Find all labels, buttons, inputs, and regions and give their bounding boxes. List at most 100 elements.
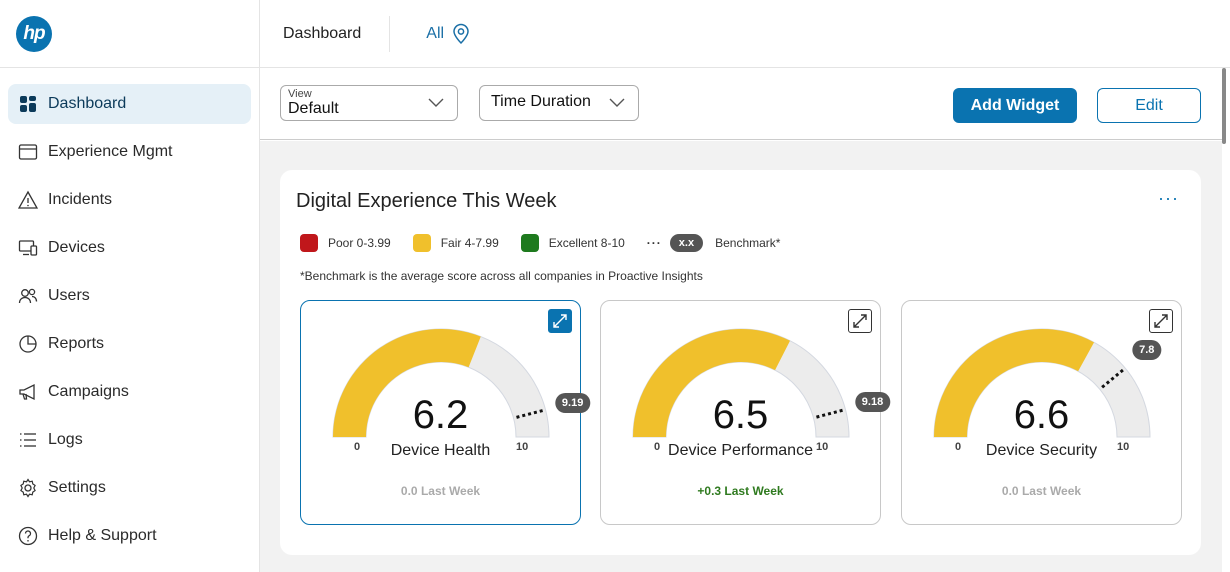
location-filter[interactable]: All [426, 23, 470, 45]
last-week-change: 0.0 Last Week [400, 484, 481, 498]
gauge-name: Device Health [390, 442, 491, 459]
sidebar-item-logs[interactable]: Logs [8, 420, 251, 460]
scrollbar[interactable] [1222, 68, 1226, 144]
divider [389, 15, 391, 52]
benchmark-badge-sample: x.x [669, 234, 704, 252]
view-value: Default [288, 100, 339, 117]
gauge-value-arc [633, 329, 791, 437]
widget-title: Digital Experience This Week [296, 190, 557, 212]
view-label: View [288, 88, 312, 100]
time-duration-label: Time Duration [491, 93, 591, 110]
location-label: All [426, 24, 445, 42]
benchmark-legend-label: Benchmark* [715, 236, 781, 250]
expand-icon [853, 314, 867, 328]
benchmark-marker [816, 408, 843, 419]
sidebar-item-incidents[interactable]: Incidents [8, 180, 251, 220]
sidebar-nav: Dashboard Experience Mgmt Incidents Devices… [0, 68, 259, 556]
gauge-max-label: 10 [816, 441, 829, 453]
sidebar-item-campaigns[interactable]: Campaigns [8, 372, 251, 412]
gauge-min-label: 0 [955, 441, 962, 453]
digital-experience-widget: Digital Experience This Week ··· Poor 0-… [280, 170, 1201, 555]
benchmark-badge: 9.19 [554, 392, 591, 413]
gauge-tile-device-security[interactable]: 7.8 6.6 Device Security 0 10 0.0 Last We… [901, 300, 1182, 525]
gauge-max-label: 10 [1117, 441, 1130, 453]
chevron-down-icon [609, 98, 625, 107]
benchmark-marker [516, 409, 543, 419]
gauge-name: Device Performance [668, 442, 813, 459]
dashboard-icon [20, 96, 36, 112]
page-title: Dashboard [283, 24, 362, 42]
sidebar-item-label: Devices [48, 239, 105, 256]
sidebar-item-devices[interactable]: Devices [8, 228, 251, 268]
sidebar-item-label: Reports [48, 335, 105, 352]
hp-logo[interactable]: hp [16, 16, 52, 52]
sidebar-item-label: Campaigns [48, 383, 129, 400]
benchmark-note: *Benchmark is the average score across a… [300, 269, 703, 283]
warning-icon [18, 190, 38, 209]
sidebar-item-users[interactable]: Users [8, 276, 251, 316]
sidebar-item-experience-mgmt[interactable]: Experience Mgmt [8, 132, 251, 172]
legend-swatch [300, 234, 318, 252]
expand-icon [553, 314, 567, 328]
legend: Poor 0-3.99 Fair 4-7.99 Excellent 8-10 ··· x… [300, 234, 780, 252]
expand-button[interactable] [548, 309, 572, 333]
legend-label: Fair 4-7.99 [440, 236, 499, 250]
legend-label: Excellent 8-10 [548, 236, 625, 250]
view-select[interactable]: View Default [280, 85, 458, 121]
sidebar-item-label: Settings [48, 479, 106, 496]
more-options-button[interactable]: ··· [1158, 188, 1179, 208]
benchmark-marker [1101, 368, 1124, 389]
sidebar-item-label: Users [48, 287, 90, 304]
gauge-chart [632, 328, 850, 438]
benchmark-badge: 9.18 [854, 392, 891, 413]
sidebar-item-help-support[interactable]: Help & Support [8, 516, 251, 556]
sidebar: hp Dashboard Experience Mgmt Incidents Devi… [0, 0, 260, 572]
legend-item: Poor 0-3.99 [300, 234, 391, 252]
edit-button[interactable]: Edit [1097, 88, 1201, 123]
megaphone-icon [19, 383, 35, 401]
expand-button[interactable] [1149, 309, 1173, 333]
gear-icon [20, 478, 36, 498]
gauge-chart [933, 328, 1151, 438]
legend-label: Poor 0-3.99 [328, 236, 391, 250]
location-pin-icon [453, 23, 469, 44]
sidebar-item-label: Logs [48, 431, 83, 448]
legend-swatch [520, 234, 539, 252]
expand-button[interactable] [848, 309, 872, 333]
last-week-change: +0.3 Last Week [697, 484, 784, 498]
last-week-change: 0.0 Last Week [1001, 484, 1082, 498]
pie-chart-icon [19, 335, 37, 353]
gauge-value: 6.6 [1013, 393, 1070, 437]
benchmark-dots-icon: ··· [646, 236, 662, 250]
gauge-min-label: 0 [654, 441, 661, 453]
gauge-tile-device-performance[interactable]: 9.18 6.5 Device Performance 0 10 +0.3 La… [600, 300, 891, 525]
expand-icon [1154, 314, 1168, 328]
chevron-down-icon [428, 98, 444, 107]
gauge-chart [332, 328, 550, 438]
gauge-value: 6.5 [712, 393, 769, 437]
sidebar-item-label: Incidents [48, 191, 113, 208]
gauge-max-label: 10 [516, 441, 529, 453]
legend-item: Excellent 8-10 [520, 234, 625, 252]
dashboard-content: Digital Experience This Week ··· Poor 0-… [260, 141, 1222, 572]
sidebar-item-settings[interactable]: Settings [8, 468, 251, 508]
gauge-value-arc [934, 329, 1095, 437]
sidebar-item-dashboard[interactable]: Dashboard [8, 84, 251, 124]
window-icon [18, 144, 38, 160]
add-widget-button[interactable]: Add Widget [953, 88, 1077, 123]
legend-item: Fair 4-7.99 [412, 234, 499, 252]
devices-icon [18, 240, 38, 256]
legend-swatch [412, 234, 431, 252]
gauge-min-label: 0 [354, 441, 361, 453]
list-icon [20, 433, 36, 447]
gauge-tile-device-health[interactable]: 9.19 6.2 Device Health 0 10 0.0 Last Wee… [300, 300, 591, 525]
gauge-name: Device Security [985, 442, 1098, 459]
sidebar-item-reports[interactable]: Reports [8, 324, 251, 364]
gauge-value-arc [333, 329, 481, 437]
sidebar-item-label: Help & Support [48, 527, 157, 544]
benchmark-badge: 7.8 [1132, 340, 1162, 361]
gauge-value: 6.2 [412, 393, 469, 437]
sidebar-item-label: Dashboard [48, 95, 127, 112]
time-duration-select[interactable]: Time Duration [479, 85, 639, 121]
top-header: Dashboard All [260, 0, 1230, 68]
